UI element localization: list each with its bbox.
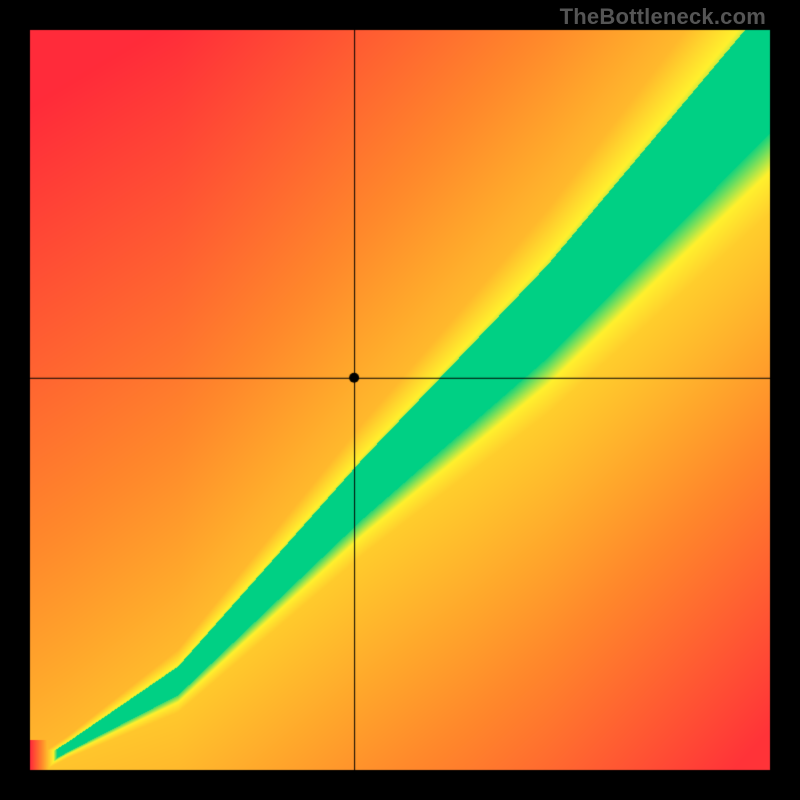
watermark: TheBottleneck.com (560, 4, 766, 30)
bottleneck-heatmap (0, 0, 800, 800)
